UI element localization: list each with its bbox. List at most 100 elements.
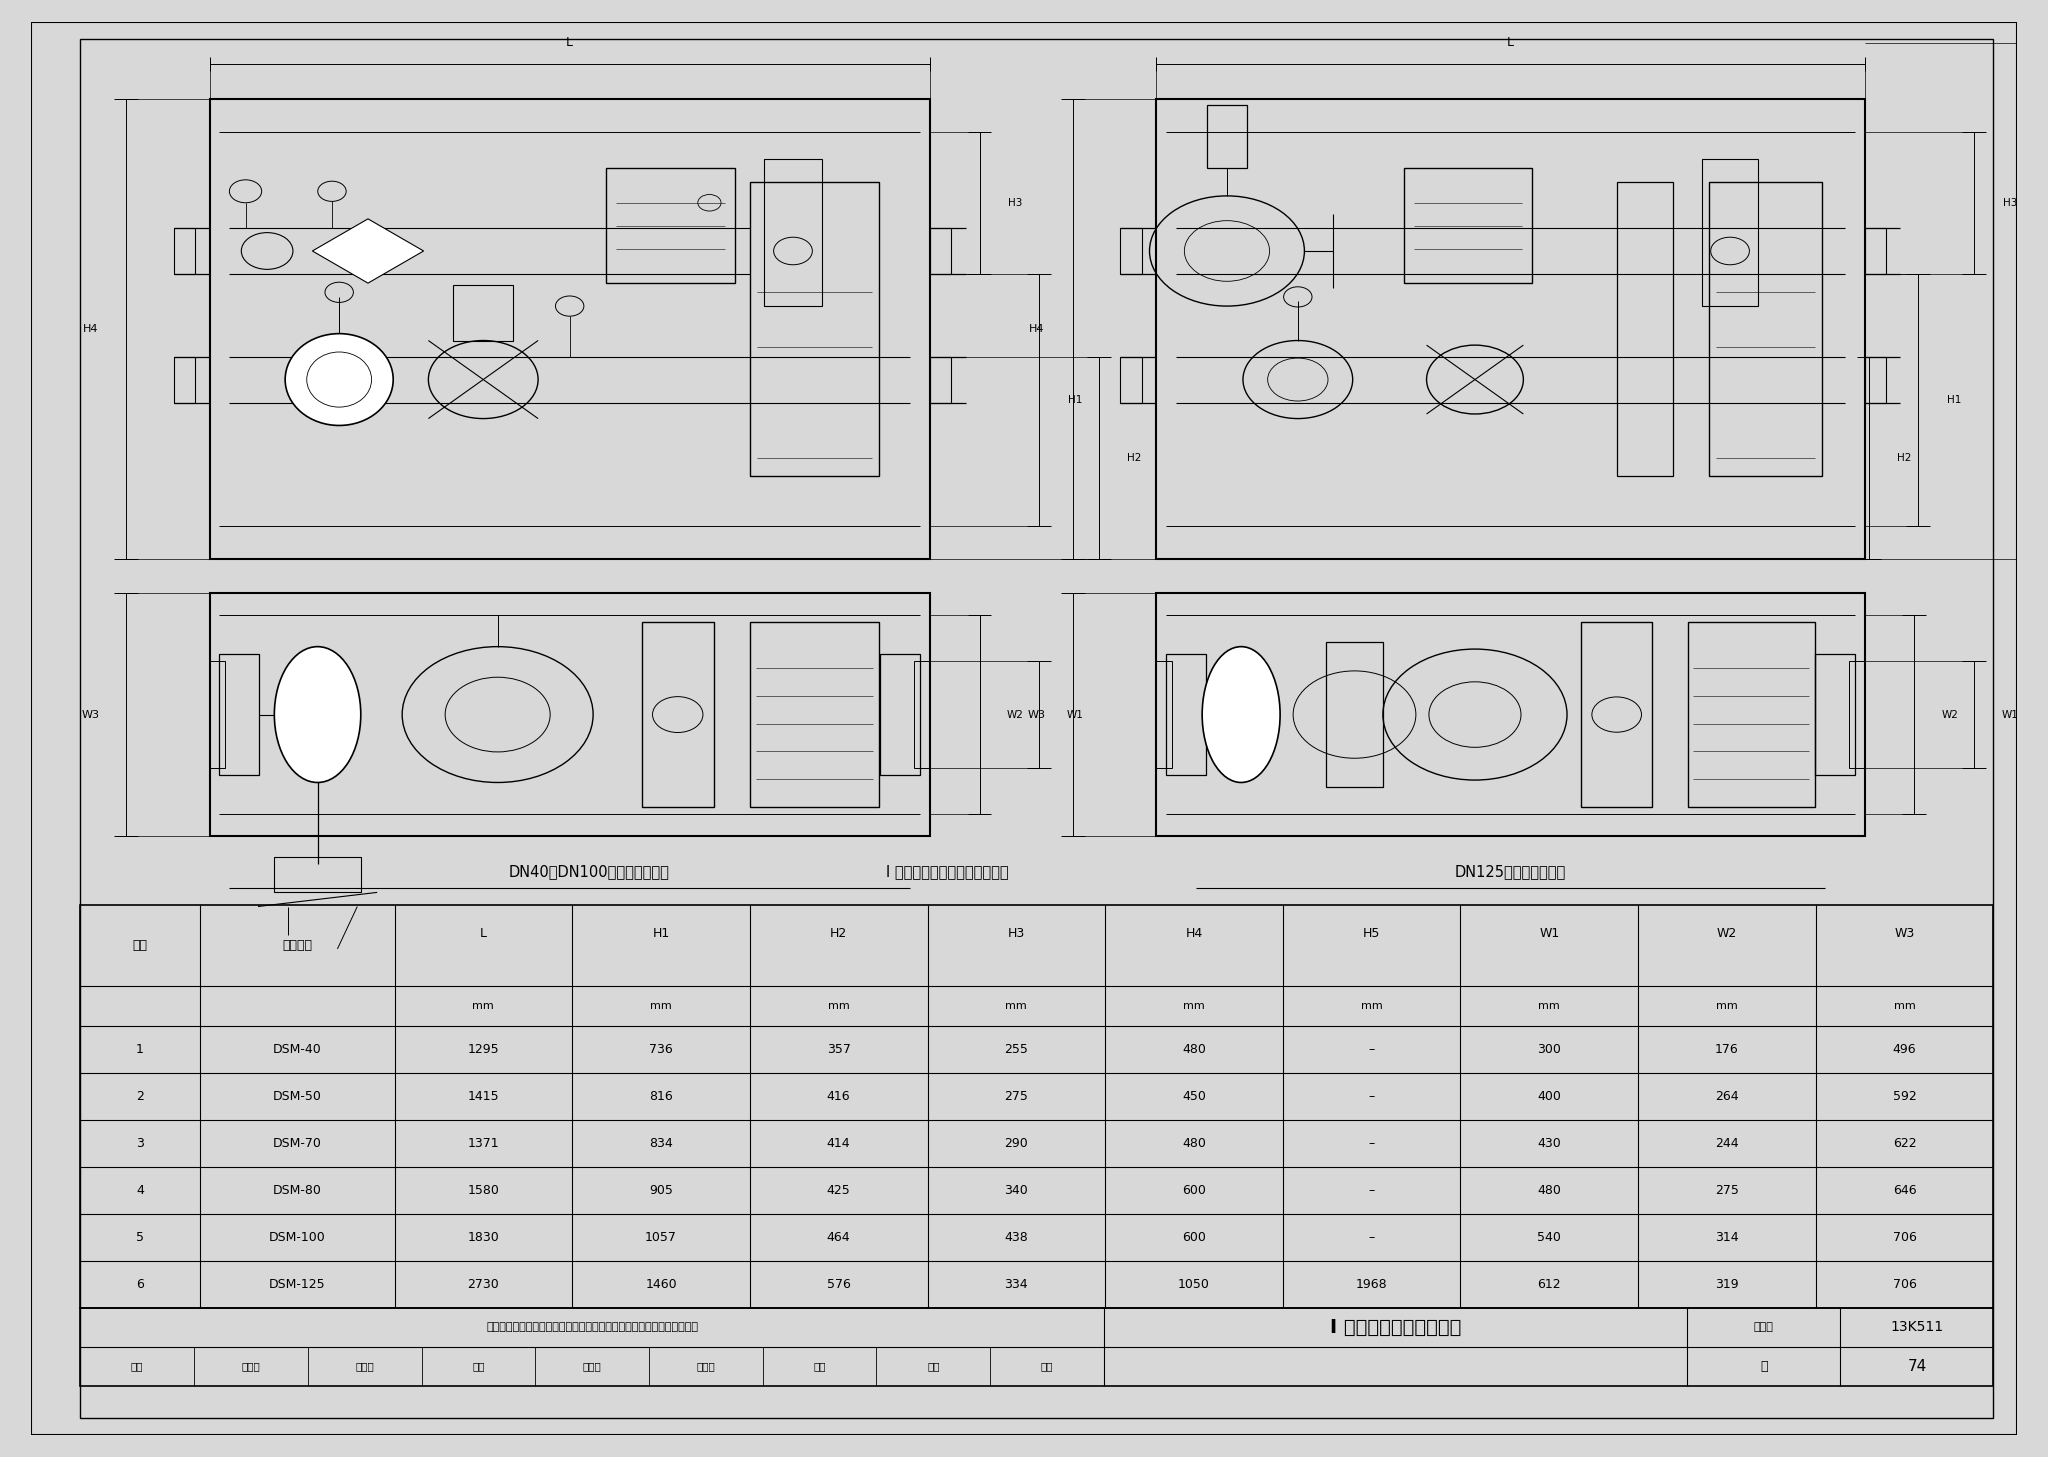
Text: DN125机组外形尺寸图: DN125机组外形尺寸图 [1454, 864, 1567, 879]
Bar [1864, 357, 1886, 402]
Text: W2: W2 [1008, 710, 1024, 720]
Text: 480: 480 [1182, 1136, 1206, 1150]
Text: 600: 600 [1182, 1185, 1206, 1198]
Text: H1: H1 [1948, 395, 1962, 405]
Bar [1702, 159, 1759, 306]
Text: 1460: 1460 [645, 1278, 676, 1291]
Bar [750, 182, 879, 476]
Bar [1405, 169, 1532, 283]
Text: 5: 5 [135, 1231, 143, 1244]
Text: 3: 3 [135, 1136, 143, 1150]
Text: 4: 4 [135, 1185, 143, 1198]
Text: 鈐虎: 鈐虎 [1040, 1361, 1053, 1371]
Bar [219, 654, 260, 775]
Bar [453, 286, 514, 341]
Text: 戴超美: 戴超美 [242, 1361, 260, 1371]
Text: 255: 255 [1004, 1043, 1028, 1056]
Bar [1120, 357, 1143, 402]
Text: 612: 612 [1538, 1278, 1561, 1291]
Text: 592: 592 [1892, 1090, 1917, 1103]
Bar [1849, 661, 1864, 768]
Text: mm: mm [1184, 1001, 1204, 1011]
Bar [930, 357, 952, 402]
Text: 646: 646 [1892, 1185, 1917, 1198]
Text: –: – [1368, 1043, 1374, 1056]
Text: –: – [1368, 1136, 1374, 1150]
Text: DSM-125: DSM-125 [268, 1278, 326, 1291]
Text: I 型混水机组外形尺寸图: I 型混水机组外形尺寸图 [1329, 1319, 1462, 1338]
Text: H4: H4 [1186, 927, 1202, 940]
Text: 275: 275 [1004, 1090, 1028, 1103]
Text: 张亮: 张亮 [928, 1361, 940, 1371]
Text: mm: mm [649, 1001, 672, 1011]
Ellipse shape [274, 647, 360, 782]
Text: 540: 540 [1538, 1231, 1561, 1244]
Text: 序号: 序号 [133, 938, 147, 951]
Text: 340: 340 [1004, 1185, 1028, 1198]
Text: 905: 905 [649, 1185, 674, 1198]
Text: H4: H4 [1030, 323, 1044, 334]
Bar [1616, 182, 1673, 476]
Text: W3: W3 [82, 710, 98, 720]
Text: 页: 页 [1759, 1359, 1767, 1372]
Bar [1206, 105, 1247, 169]
Text: 706: 706 [1892, 1278, 1917, 1291]
Text: 1295: 1295 [467, 1043, 500, 1056]
Bar [750, 622, 879, 807]
Text: mm: mm [1360, 1001, 1382, 1011]
Text: 审核: 审核 [131, 1361, 143, 1371]
Text: 319: 319 [1714, 1278, 1739, 1291]
Text: L: L [479, 927, 487, 940]
Bar [1815, 654, 1855, 775]
Text: 注：本页是根据丹佛斯自动控制管理（上海）有限公司提供的资料编制。: 注：本页是根据丹佛斯自动控制管理（上海）有限公司提供的资料编制。 [485, 1323, 698, 1332]
Text: 1: 1 [135, 1043, 143, 1056]
Text: 622: 622 [1892, 1136, 1917, 1150]
Text: –: – [1368, 1185, 1374, 1198]
Bar [1864, 229, 1886, 274]
Text: mm: mm [1006, 1001, 1028, 1011]
Text: 357: 357 [827, 1043, 850, 1056]
Bar [274, 857, 360, 892]
Text: 816: 816 [649, 1090, 674, 1103]
Text: 机组型号: 机组型号 [283, 938, 311, 951]
Bar [1708, 182, 1823, 476]
Text: 244: 244 [1714, 1136, 1739, 1150]
Text: W2: W2 [1942, 710, 1958, 720]
Text: DSM-80: DSM-80 [272, 1185, 322, 1198]
Text: 450: 450 [1182, 1090, 1206, 1103]
Text: 300: 300 [1538, 1043, 1561, 1056]
Text: 图集号: 图集号 [1753, 1323, 1774, 1332]
Text: 275: 275 [1714, 1185, 1739, 1198]
Text: W1: W1 [1540, 927, 1559, 940]
Bar [913, 661, 930, 768]
Text: 736: 736 [649, 1043, 674, 1056]
Text: 496: 496 [1892, 1043, 1917, 1056]
Ellipse shape [1202, 647, 1280, 782]
Text: H3: H3 [2003, 198, 2017, 208]
Text: 1968: 1968 [1356, 1278, 1386, 1291]
Text: H2: H2 [1126, 453, 1141, 463]
Polygon shape [313, 219, 424, 283]
Bar [764, 159, 821, 306]
Text: 438: 438 [1004, 1231, 1028, 1244]
Bar [1120, 229, 1143, 274]
Text: 1415: 1415 [467, 1090, 500, 1103]
Text: –: – [1368, 1231, 1374, 1244]
Text: 706: 706 [1892, 1231, 1917, 1244]
Text: mm: mm [1538, 1001, 1561, 1011]
Text: 1580: 1580 [467, 1185, 500, 1198]
Text: 校对: 校对 [473, 1361, 485, 1371]
Bar [606, 169, 735, 283]
Ellipse shape [285, 334, 393, 425]
Text: 1371: 1371 [467, 1136, 500, 1150]
Bar [80, 1308, 1993, 1386]
Text: 2730: 2730 [467, 1278, 500, 1291]
Text: DSM-50: DSM-50 [272, 1090, 322, 1103]
Text: W1: W1 [2001, 710, 2017, 720]
Text: mm: mm [827, 1001, 850, 1011]
Ellipse shape [307, 353, 371, 407]
Text: 834: 834 [649, 1136, 674, 1150]
Bar [1165, 654, 1206, 775]
Text: 314: 314 [1714, 1231, 1739, 1244]
Text: W2: W2 [1716, 927, 1737, 940]
